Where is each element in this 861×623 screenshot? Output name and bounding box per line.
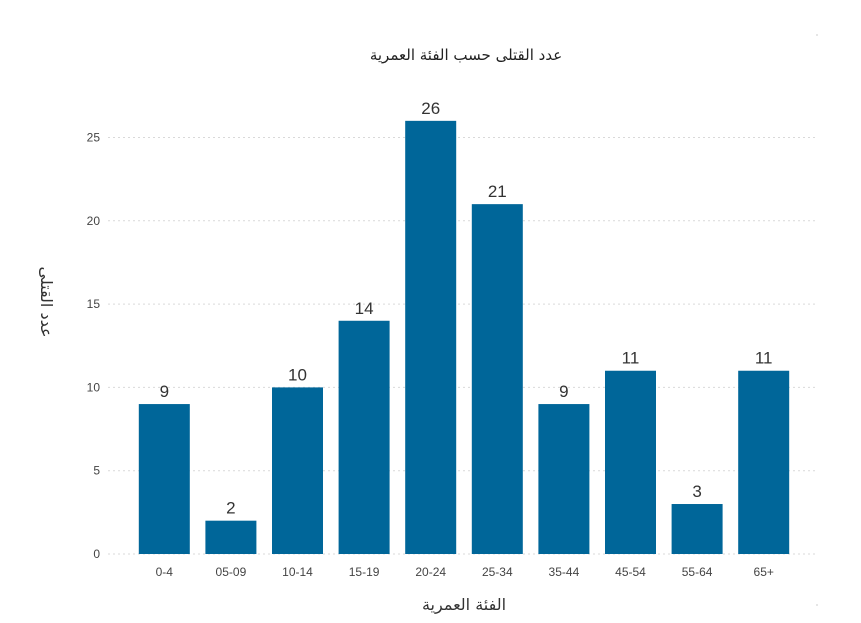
y-axis-ticks: 0 5 10 15 20 25: [87, 131, 101, 562]
y-tick-label: 10: [87, 380, 101, 394]
chart-title: عدد القتلى حسب الفئة العمرية: [370, 46, 562, 64]
data-label: 11: [622, 349, 640, 368]
x-axis-ticks: 0-4 05-09 10-14 15-19 20-24 25-34 35-44 45-54 55…: [156, 565, 774, 579]
frame-corners: [816, 34, 818, 606]
y-tick-label: 5: [93, 464, 100, 478]
data-label: 9: [160, 382, 169, 401]
bar-45-54: [605, 370, 656, 554]
data-label: 14: [355, 299, 374, 318]
data-label: 10: [288, 365, 307, 384]
bar-10-14: [272, 387, 323, 554]
x-tick-label: 55-64: [682, 565, 713, 579]
data-label: 3: [692, 482, 701, 501]
bar-35-44: [538, 404, 590, 554]
y-tick-label: 0: [93, 547, 100, 561]
y-tick-label: 15: [87, 297, 101, 311]
gridlines: [108, 137, 818, 555]
bar-15-19: [338, 320, 390, 554]
data-label: 21: [488, 182, 507, 201]
bar-20-24: [405, 120, 457, 554]
y-tick-label: 25: [87, 131, 101, 145]
x-tick-label: 25-34: [482, 565, 513, 579]
x-tick-label: 35-44: [549, 565, 580, 579]
bar-65+: [738, 370, 790, 554]
bar-05-09: [205, 520, 257, 554]
data-labels: 9 2 10 14 26 21 9 11 3 11: [160, 99, 773, 518]
x-tick-label: 45-54: [615, 565, 646, 579]
x-tick-label: 20-24: [415, 565, 446, 579]
x-tick-label: 65+: [754, 565, 774, 579]
bar-0-4: [138, 404, 190, 554]
data-label: 9: [559, 382, 568, 401]
data-label: 2: [226, 499, 235, 518]
bar-55-64: [671, 504, 723, 554]
x-axis-title: الفئة العمرية: [422, 595, 506, 615]
x-tick-label: 10-14: [282, 565, 313, 579]
y-tick-label: 20: [87, 214, 101, 228]
data-label: 11: [755, 349, 773, 368]
x-tick-label: 0-4: [156, 565, 174, 579]
y-axis-title: عدد القتلى: [37, 266, 56, 337]
x-tick-label: 15-19: [349, 565, 380, 579]
x-tick-label: 05-09: [216, 565, 247, 579]
data-label: 26: [421, 99, 440, 118]
bar-25-34: [471, 204, 523, 554]
bars: [138, 120, 790, 554]
